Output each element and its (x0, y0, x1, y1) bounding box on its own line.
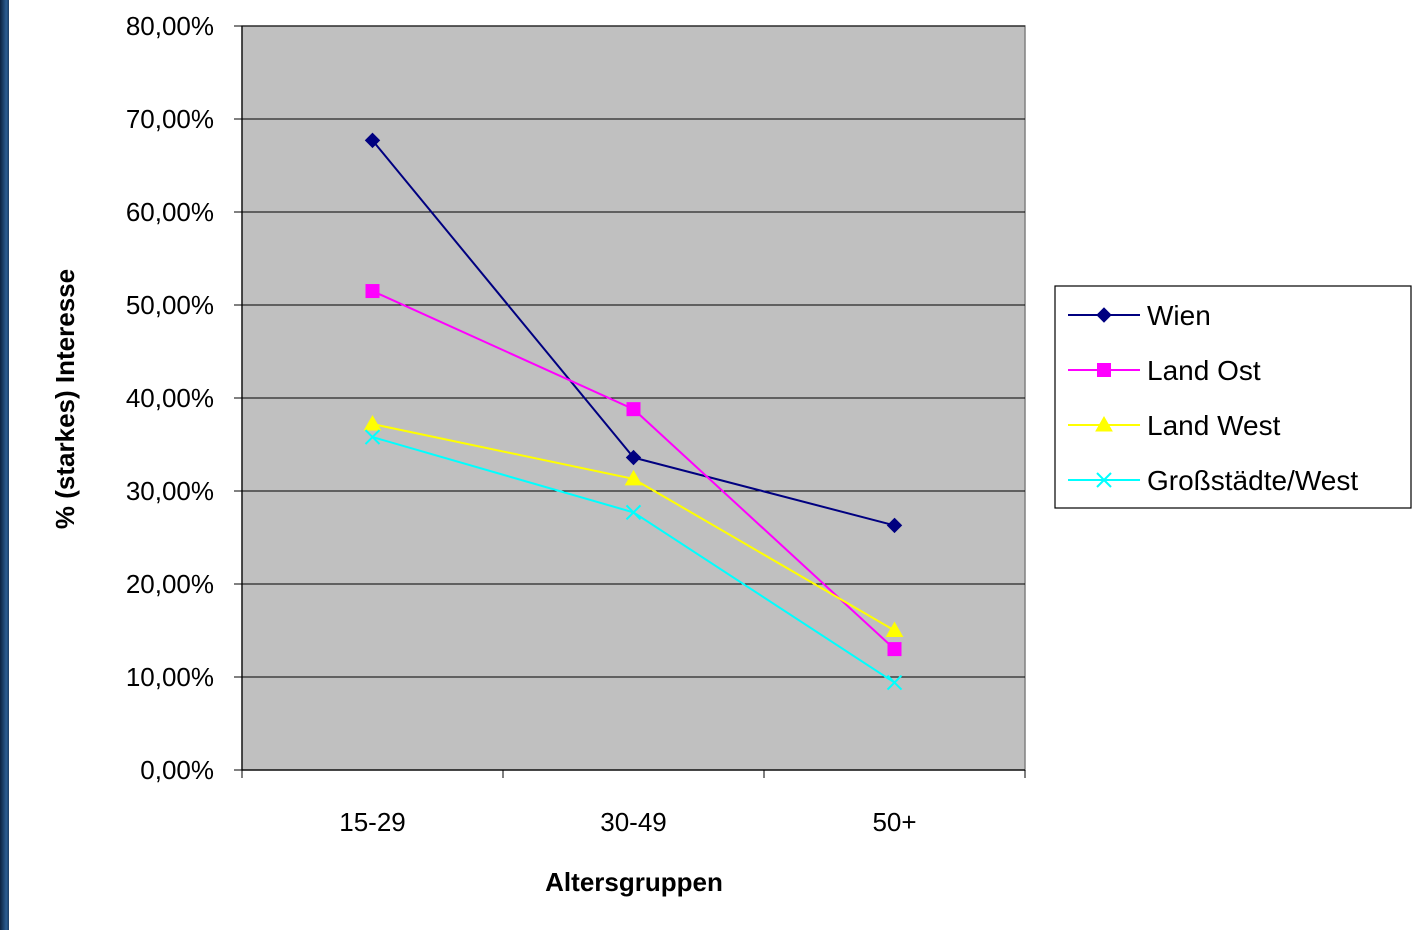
marker-stroke (364, 429, 381, 445)
x-axis-title: Altersgruppen (545, 867, 723, 897)
plot-area (241, 25, 1026, 771)
data-point (886, 674, 903, 691)
y-tick-label: 60,00% (126, 197, 214, 227)
data-point (887, 642, 902, 657)
y-tick-label: 50,00% (126, 290, 214, 320)
y-tick-label: 80,00% (126, 11, 214, 41)
data-point (886, 517, 903, 534)
legend-marker (1096, 472, 1112, 488)
legend-label: Land West (1147, 410, 1281, 441)
legend-box (1054, 285, 1412, 509)
marker-stroke (625, 504, 642, 521)
y-tick-label: 10,00% (126, 662, 214, 692)
y-tick-label: 0,00% (140, 755, 214, 785)
data-point (885, 621, 904, 637)
data-point (364, 132, 381, 149)
x-tick-label: 50+ (872, 807, 916, 837)
x-tick-label: 15-29 (339, 807, 406, 837)
legend-marker (1095, 415, 1113, 432)
legend-marker (1097, 363, 1111, 377)
data-point (364, 429, 381, 445)
legend-label: Wien (1147, 300, 1211, 331)
axes: 0,00% 10,00% 20,00% 30,00% 40,00% 50,00% 60,00… (126, 11, 1026, 837)
y-tick-label: 40,00% (126, 383, 214, 413)
slide-edge-strip (0, 0, 9, 930)
y-axis-title: % (starkes) Interesse (50, 269, 80, 529)
marker-stroke (886, 674, 903, 691)
y-tick-label: 30,00% (126, 476, 214, 506)
data-point (624, 469, 643, 486)
legend-label: Großstädte/West (1147, 465, 1358, 496)
y-tick-label: 20,00% (126, 569, 214, 599)
data-point (626, 402, 641, 417)
y-tick-label: 70,00% (126, 104, 214, 134)
legend-label: Land Ost (1147, 355, 1261, 386)
marker-stroke (1096, 472, 1112, 488)
legend-marker (1096, 307, 1112, 323)
data-point (365, 284, 380, 299)
legend: Wien Land Ost Land West Großstädte/West (1054, 285, 1412, 509)
data-point (363, 415, 382, 431)
data-point (625, 504, 642, 521)
data-point (625, 449, 642, 466)
x-tick-label: 30-49 (600, 807, 667, 837)
series-layer (363, 132, 904, 691)
